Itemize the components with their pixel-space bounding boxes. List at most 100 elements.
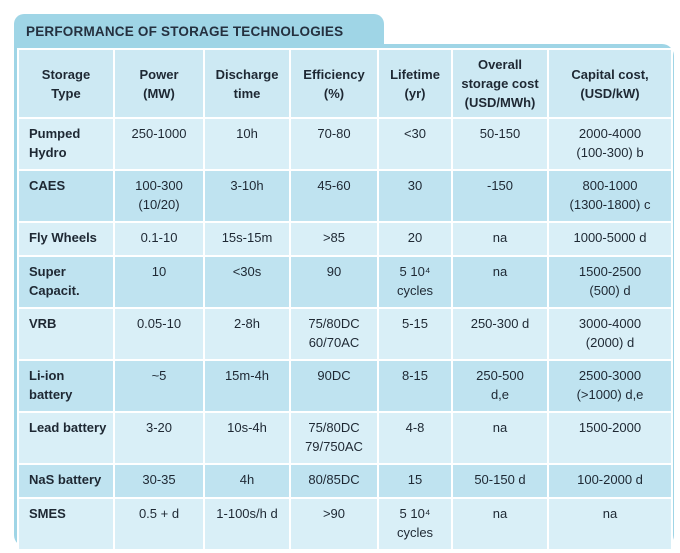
cell-line: 75/80DC xyxy=(308,316,360,331)
col-power-cell: ~5 xyxy=(113,359,205,413)
cell-line: Super xyxy=(29,264,66,279)
cell-line: 5-15 xyxy=(401,316,429,331)
cell-line: 2500-3000 xyxy=(578,368,642,383)
cell-content: 800-1000 (1300-1800) c xyxy=(552,171,668,214)
cell-line: na xyxy=(602,506,618,521)
table-row: CAES 100-300 (10/20) 3-10h 45-60 30 -150 800-10… xyxy=(17,169,673,223)
cell-content: 2500-3000 (>1000) d,e xyxy=(552,361,668,404)
col-overall-storage-cost-cell: 250-500 d,e xyxy=(451,359,549,413)
cell-content: 0.5 + d xyxy=(118,499,200,523)
cell-line: Pumped xyxy=(29,126,81,141)
cell-line: 75/80DC xyxy=(308,420,360,435)
col-discharge-time-cell: 10h xyxy=(203,117,291,171)
cell-line: 1-100s/h d xyxy=(216,506,278,521)
cell-line: VRB xyxy=(29,316,57,331)
col-storage-type-cell: Li-ion battery xyxy=(17,359,115,413)
cell-line: 1500-2000 xyxy=(578,420,642,435)
cell-content: Pumped Hydro xyxy=(29,119,110,162)
col-storage-type-cell: SMES xyxy=(17,497,115,551)
cell-line: Li-ion xyxy=(29,368,65,383)
cell-line: 3-20 xyxy=(145,420,173,435)
cell-line: 10h xyxy=(236,126,258,141)
cell-line: 800-1000 xyxy=(582,178,638,193)
col-storage-type-cell: Lead battery xyxy=(17,411,115,465)
cell-content: 80/85DC xyxy=(294,465,374,489)
cell-line: <30s xyxy=(232,264,262,279)
cell-line: 100-2000 d xyxy=(577,472,643,487)
cell-content: 20 xyxy=(382,223,448,247)
header-line: Overall xyxy=(477,57,523,72)
cell-line: 0.05-10 xyxy=(136,316,182,331)
cell-content: Fly Wheels xyxy=(29,223,110,247)
cell-line: 0.1-10 xyxy=(140,230,178,245)
col-storage-type-cell: Super Capacit. xyxy=(17,255,115,309)
col-overall-storage-cost-cell: 50-150 xyxy=(451,117,549,171)
table-row: SMES 0.5 + d 1-100s/h d >90 5 10⁴ cycles na na xyxy=(17,497,673,551)
col-efficiency-cell: 90 xyxy=(289,255,379,309)
cell-line: (10/20) xyxy=(138,197,180,212)
cell-content: 4h xyxy=(208,465,286,489)
col-storage-type-cell: VRB xyxy=(17,307,115,361)
cell-line: na xyxy=(492,420,508,435)
col-capital-cost-header: Capital cost, (USD/kW) xyxy=(547,48,673,119)
header-line: storage cost xyxy=(461,76,539,91)
cell-line: 1500-2500 xyxy=(578,264,642,279)
cell-content: 3000-4000 (2000) d xyxy=(552,309,668,352)
cell-content: Lead battery xyxy=(29,413,110,437)
cell-line: 5 10⁴ xyxy=(399,264,431,279)
cell-content: NaS battery xyxy=(29,465,110,489)
cell-line: 15m-4h xyxy=(224,368,270,383)
cell-content: na xyxy=(552,499,668,523)
cell-content: 75/80DC 60/70AC xyxy=(294,309,374,352)
header-line: Type xyxy=(51,85,81,101)
cell-line: (>1000) d,e xyxy=(576,387,644,402)
cell-line: 70-80 xyxy=(317,126,351,141)
cell-line: 100-300 xyxy=(135,178,183,193)
cell-content: na xyxy=(456,413,544,437)
cell-content: 90 xyxy=(294,257,374,281)
col-efficiency-cell: 90DC xyxy=(289,359,379,413)
cell-line: cycles xyxy=(396,525,434,540)
cell-line: 3000-4000 xyxy=(578,316,642,331)
cell-content: 3-20 xyxy=(118,413,200,437)
cell-line: 2-8h xyxy=(233,316,261,331)
col-efficiency-cell: 45-60 xyxy=(289,169,379,223)
cell-line: na xyxy=(492,264,508,279)
cell-line: (1300-1800) c xyxy=(569,197,651,212)
col-lifetime-cell: 8-15 xyxy=(377,359,453,413)
cell-line: Fly Wheels xyxy=(29,230,97,245)
col-lifetime-header: Lifetime (yr) xyxy=(377,48,453,119)
cell-content: ~5 xyxy=(118,361,200,385)
cell-line: 60/70AC xyxy=(308,335,360,350)
header-line: Power xyxy=(139,66,179,82)
table-row: VRB 0.05-10 2-8h 75/80DC 60/70AC 5-15 250-300 … xyxy=(17,307,673,361)
cell-line: <30 xyxy=(403,126,427,141)
cell-line: NaS battery xyxy=(29,472,102,487)
cell-content: na xyxy=(456,223,544,247)
col-discharge-time-cell: 1-100s/h d xyxy=(203,497,291,551)
cell-content: 3-10h xyxy=(208,171,286,195)
col-power-header: Power (MW) xyxy=(113,48,205,119)
cell-line: 50-150 xyxy=(479,126,521,141)
col-lifetime-cell: 15 xyxy=(377,463,453,499)
col-lifetime-cell: 4-8 xyxy=(377,411,453,465)
cell-line: 4-8 xyxy=(405,420,425,435)
col-discharge-time-cell: 4h xyxy=(203,463,291,499)
cell-line: ~5 xyxy=(151,368,167,383)
col-overall-storage-cost-cell: na xyxy=(451,255,549,309)
col-efficiency-header: Efficiency (%) xyxy=(289,48,379,119)
cell-line: 50-150 d xyxy=(474,472,526,487)
col-overall-storage-cost-cell: 50-150 d xyxy=(451,463,549,499)
table-row: Li-ion battery ~5 15m-4h 90DC 8-15 250-500 d,e 2… xyxy=(17,359,673,413)
col-lifetime-cell: 30 xyxy=(377,169,453,223)
table-row: Pumped Hydro 250-1000 10h 70-80 <30 50-150 2000… xyxy=(17,117,673,171)
cell-line: 30-35 xyxy=(142,472,176,487)
header-line: (USD/MWh) xyxy=(464,95,536,110)
cell-content: 250-1000 xyxy=(118,119,200,143)
col-overall-storage-cost-cell: 250-300 d xyxy=(451,307,549,361)
cell-line: Capacit. xyxy=(29,283,80,298)
table-row: Super Capacit. 10 <30s 90 5 10⁴ cycles na 1500-2… xyxy=(17,255,673,309)
cell-content: 75/80DC 79/750AC xyxy=(294,413,374,456)
col-power-cell: 10 xyxy=(113,255,205,309)
col-discharge-time-header: Discharge time xyxy=(203,48,291,119)
